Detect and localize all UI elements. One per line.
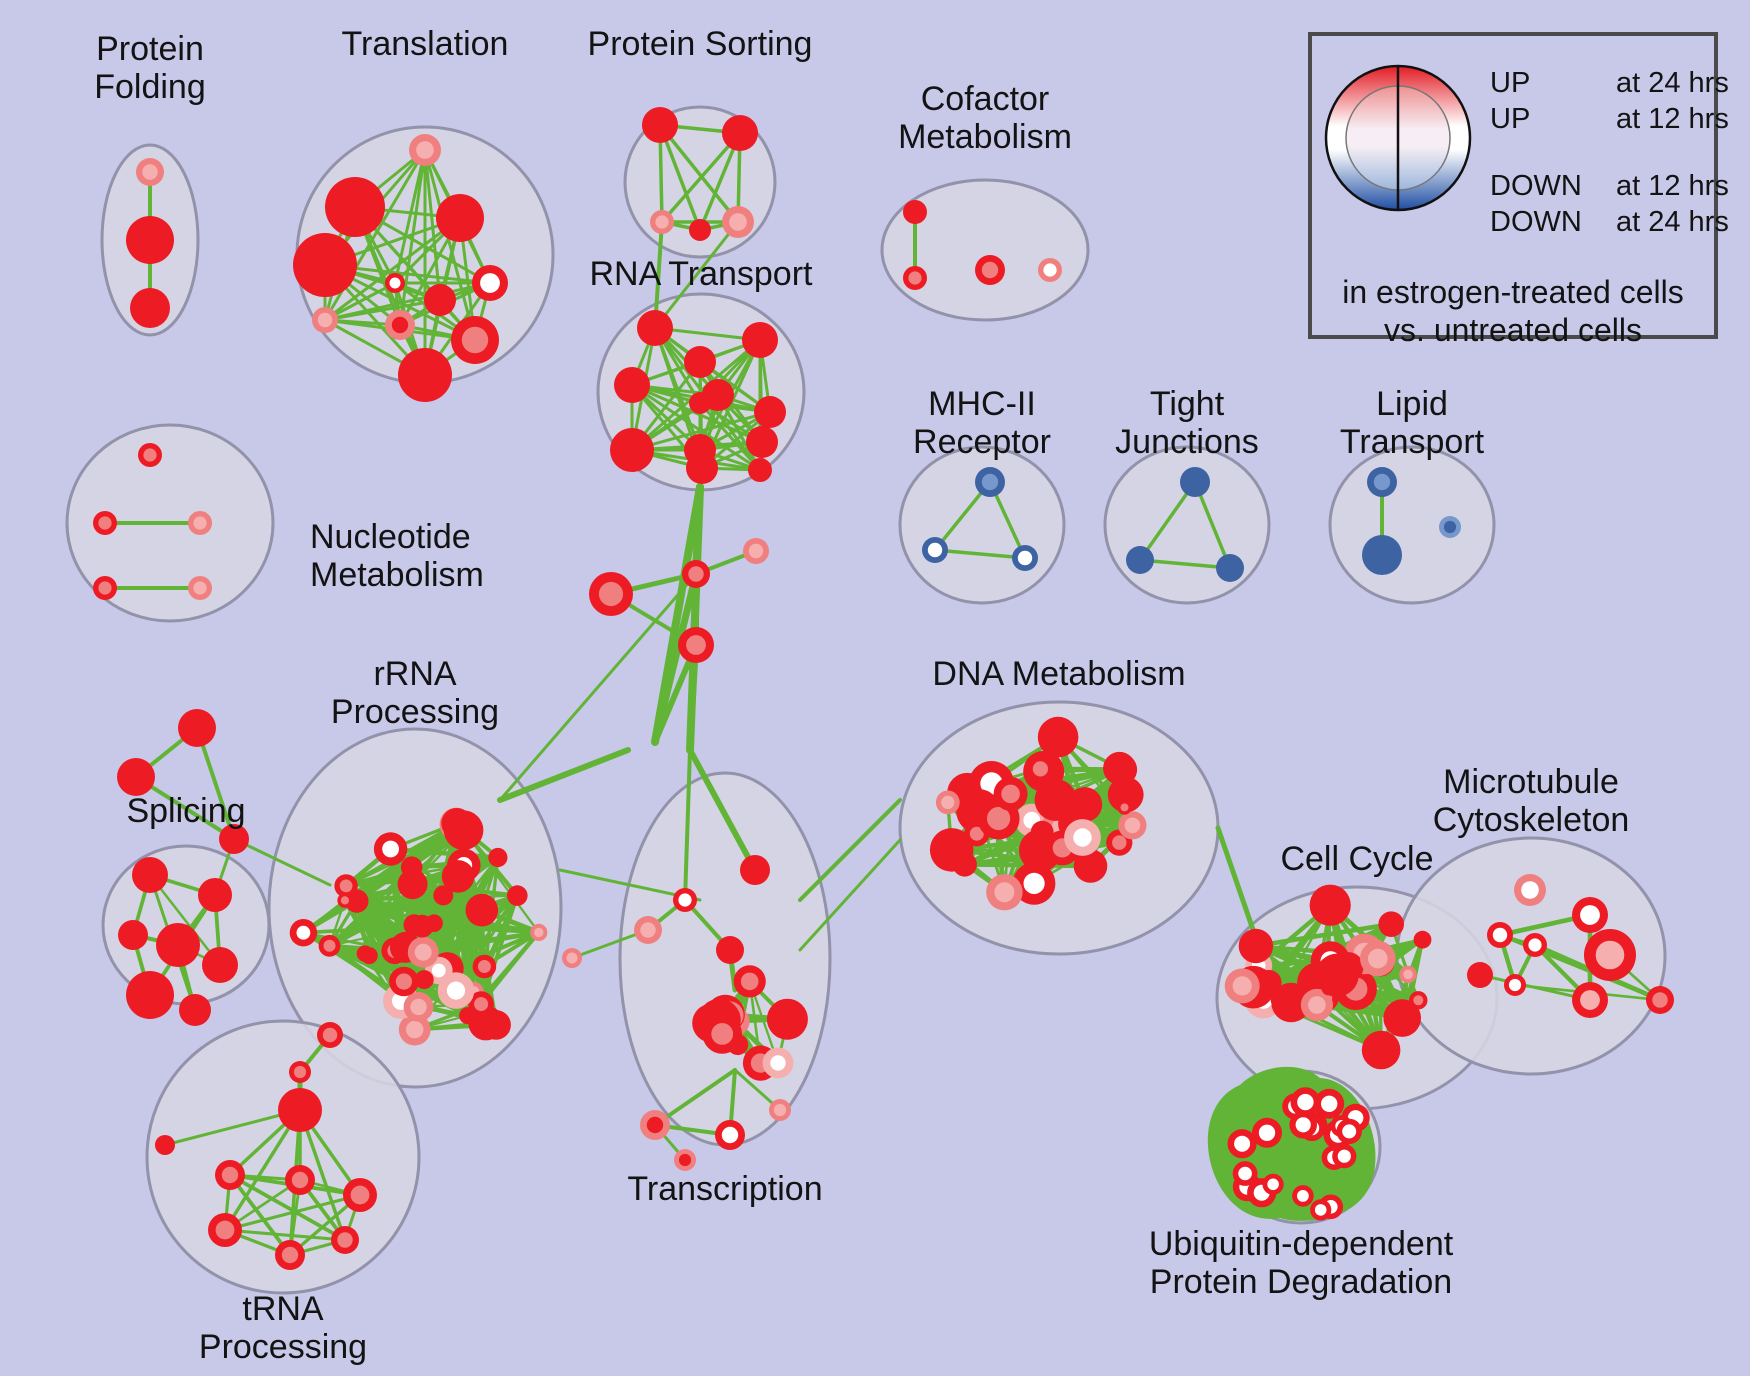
- svg-text:Translation: Translation: [342, 25, 509, 63]
- svg-text:at 24 hrs: at 24 hrs: [1616, 206, 1729, 238]
- svg-text:DNA Metabolism: DNA Metabolism: [932, 655, 1185, 693]
- svg-text:at 24 hrs: at 24 hrs: [1616, 67, 1729, 99]
- svg-text:Transcription: Transcription: [627, 1170, 822, 1208]
- svg-text:DOWN: DOWN: [1490, 206, 1582, 238]
- svg-text:Cell Cycle: Cell Cycle: [1280, 840, 1433, 878]
- svg-text:Splicing: Splicing: [126, 792, 245, 830]
- svg-text:UP: UP: [1490, 67, 1530, 99]
- svg-text:at 12 hrs: at 12 hrs: [1616, 103, 1729, 135]
- svg-text:in estrogen-treated cells: in estrogen-treated cells: [1342, 274, 1684, 310]
- svg-text:Protein Sorting: Protein Sorting: [588, 25, 813, 63]
- svg-text:DOWN: DOWN: [1490, 170, 1582, 202]
- svg-text:UP: UP: [1490, 103, 1530, 135]
- svg-text:vs. untreated cells: vs. untreated cells: [1384, 312, 1642, 348]
- svg-text:at 12 hrs: at 12 hrs: [1616, 170, 1729, 202]
- svg-text:RNA Transport: RNA Transport: [590, 255, 814, 293]
